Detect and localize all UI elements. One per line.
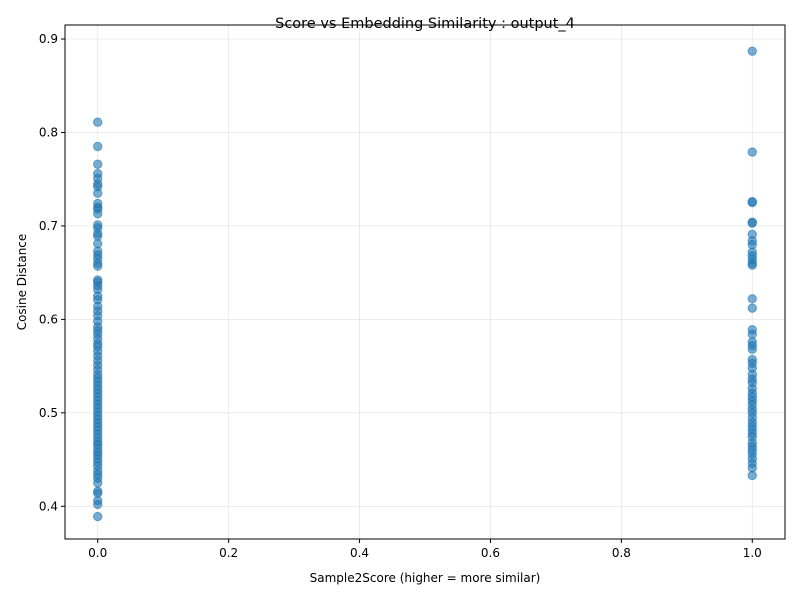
x-tick-label: 0.8 <box>612 546 631 560</box>
y-tick-label: 0.5 <box>39 406 58 420</box>
scatter-point <box>747 294 757 304</box>
scatter-point <box>747 147 757 157</box>
x-axis-label: Sample2Score (higher = more similar) <box>310 571 541 585</box>
scatter-point <box>747 260 757 270</box>
x-tick-label: 0.0 <box>88 546 107 560</box>
scatter-point <box>747 344 757 354</box>
y-tick-label: 0.8 <box>39 125 58 139</box>
scatter-point <box>93 499 103 510</box>
x-tick-label: 1.0 <box>743 546 762 560</box>
y-tick-label: 0.9 <box>39 32 58 46</box>
scatter-point <box>93 478 103 488</box>
y-axis-label: Cosine Distance <box>15 234 29 331</box>
y-tick-label: 0.7 <box>39 219 58 233</box>
y-tick-label: 0.6 <box>39 312 58 326</box>
scatter-point <box>93 209 103 219</box>
scatter-point <box>93 117 103 127</box>
data-points <box>93 46 757 522</box>
scatter-point <box>747 470 757 481</box>
grid <box>65 25 785 539</box>
chart-title: Score vs Embedding Similarity : output_4 <box>275 16 575 32</box>
scatter-point <box>93 188 103 198</box>
scatter-point <box>747 218 757 228</box>
x-tick-label: 0.6 <box>481 546 500 560</box>
y-tick-label: 0.4 <box>39 499 58 513</box>
scatter-point <box>747 197 757 208</box>
scatter-point <box>93 511 103 522</box>
scatter-point <box>93 261 103 271</box>
x-axis-ticks: 0.0 0.2 0.4 0.6 0.8 1.0 <box>88 539 762 560</box>
x-tick-label: 0.2 <box>219 546 238 560</box>
scatter-point <box>93 141 103 152</box>
plot-area-frame <box>64 24 786 540</box>
scatter-point <box>93 159 103 169</box>
scatter-point <box>747 303 757 313</box>
x-tick-label: 0.4 <box>350 546 369 560</box>
scatter-point <box>747 46 757 56</box>
y-axis-ticks: 0.4 0.5 0.6 0.7 0.8 0.9 <box>39 32 65 513</box>
